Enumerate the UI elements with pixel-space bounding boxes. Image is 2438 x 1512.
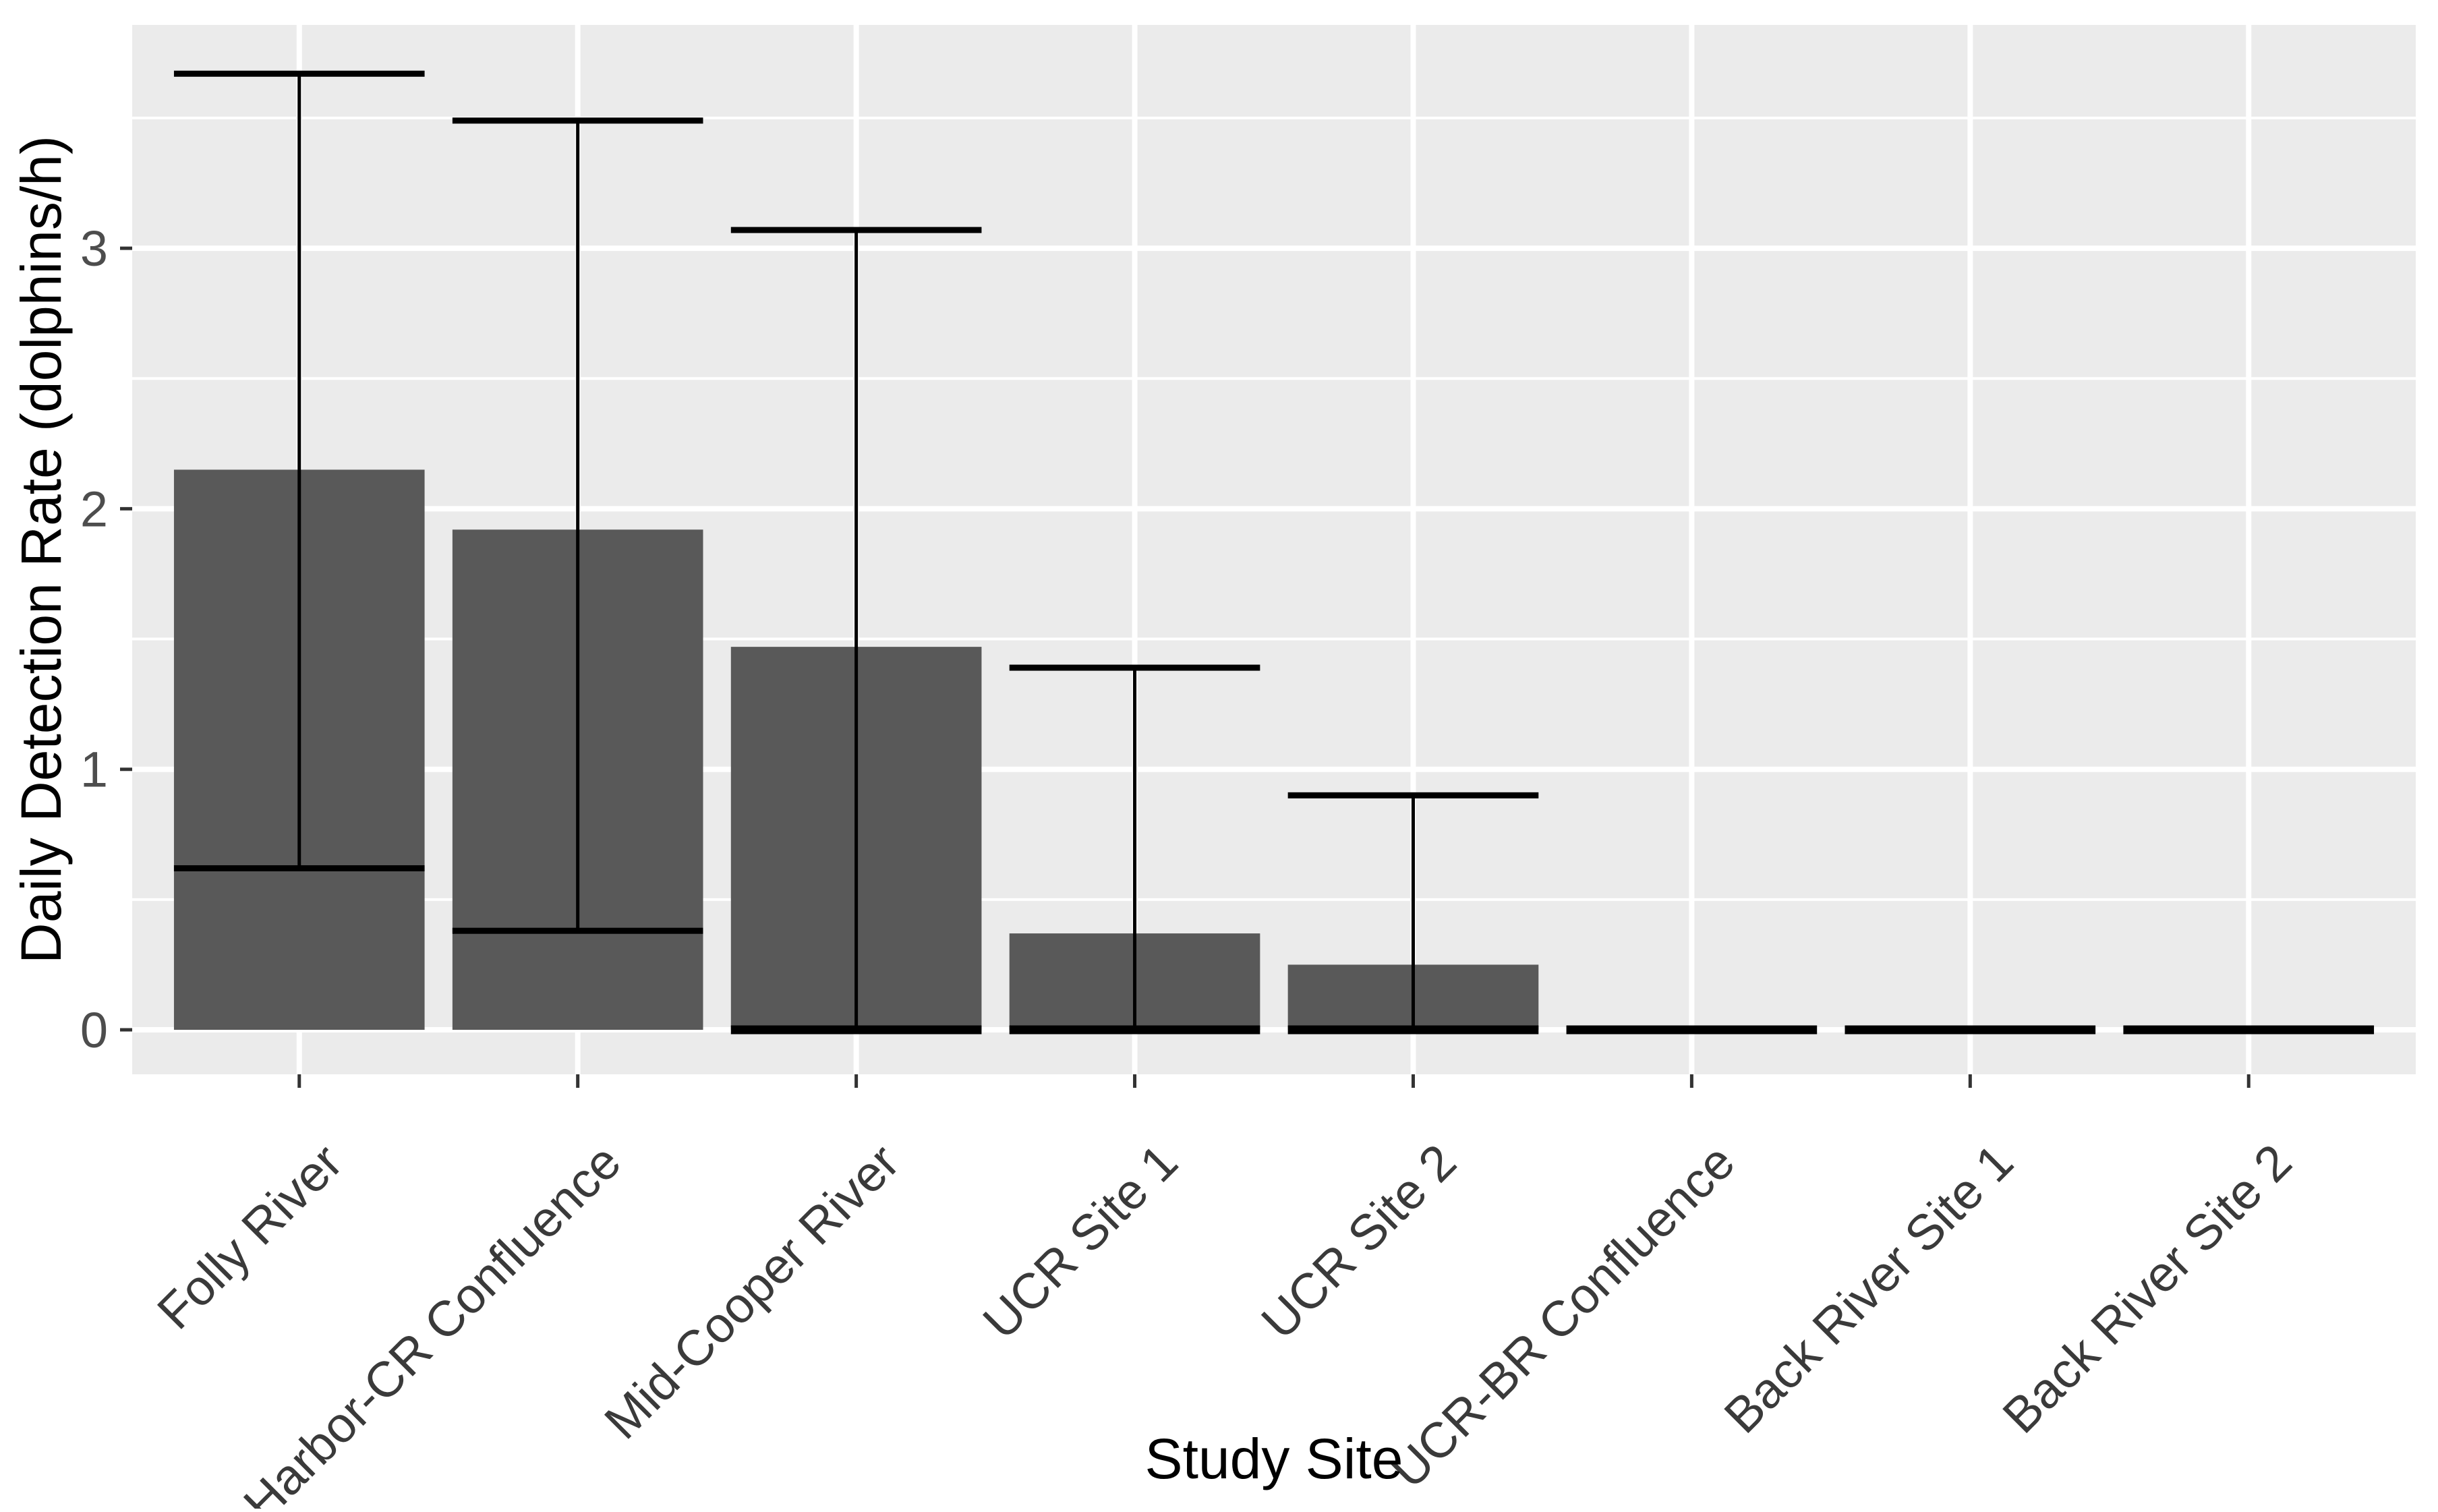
error-cap-upper bbox=[1287, 792, 1539, 798]
zero-bar-line bbox=[1566, 1025, 1818, 1035]
error-cap-upper bbox=[452, 117, 703, 124]
y-axis-title: Daily Detection Rate (dolphins/h) bbox=[9, 136, 73, 964]
y-tick-label: 1 bbox=[80, 742, 108, 798]
error-cap-upper bbox=[173, 70, 425, 77]
error-cap-upper bbox=[1009, 664, 1260, 671]
y-tick-label: 0 bbox=[80, 1002, 108, 1058]
error-cap-lower-zero bbox=[730, 1025, 982, 1035]
error-cap-lower-zero bbox=[1287, 1025, 1539, 1035]
error-stem bbox=[1133, 668, 1137, 1030]
error-bar-layer bbox=[173, 70, 2375, 1035]
error-stem bbox=[576, 120, 580, 931]
x-axis-title: Study Site bbox=[1145, 1427, 1403, 1490]
error-cap-lower-zero bbox=[1009, 1025, 1260, 1035]
error-stem bbox=[854, 230, 859, 1030]
error-stem bbox=[297, 74, 301, 869]
y-tick-label: 3 bbox=[80, 221, 108, 277]
error-cap-lower bbox=[173, 865, 425, 871]
zero-bar-line bbox=[2123, 1025, 2375, 1035]
y-tick-label: 2 bbox=[80, 481, 108, 537]
error-cap-upper bbox=[730, 227, 982, 233]
error-stem bbox=[1411, 795, 1415, 1030]
error-cap-lower bbox=[452, 927, 703, 934]
zero-bar-line bbox=[1845, 1025, 2096, 1035]
